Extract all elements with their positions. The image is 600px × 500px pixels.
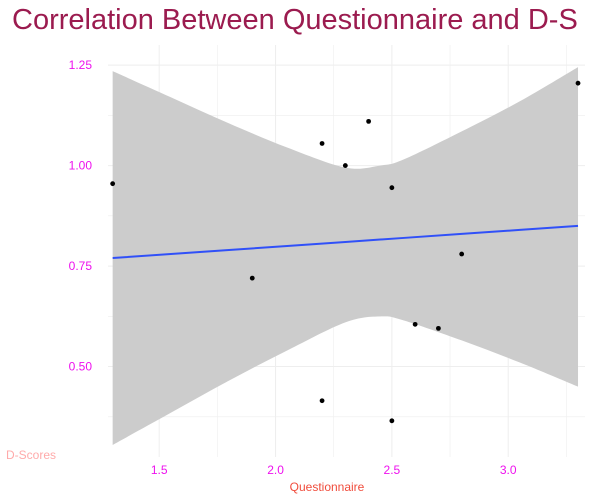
y-tick-label: 0.75: [69, 259, 93, 273]
data-point: [110, 181, 116, 187]
x-tick-label: 2.0: [267, 463, 284, 477]
x-tick-label: 2.5: [384, 463, 401, 477]
data-point: [319, 398, 325, 404]
fit-line: [112, 224, 579, 260]
confidence-ribbon: [112, 67, 579, 445]
data-point: [412, 321, 418, 327]
data-point: [342, 163, 348, 168]
x-tick-label: 3.0: [500, 463, 517, 477]
y-tick-label: 1.00: [69, 159, 93, 173]
y-tick-label: 0.50: [69, 360, 93, 374]
data-point: [575, 80, 581, 86]
data-point: [436, 325, 441, 331]
data-point: [389, 418, 395, 424]
data-point: [389, 185, 395, 191]
y-tick-label: 1.25: [69, 58, 93, 72]
data-point: [319, 141, 325, 146]
y-axis-label: D-Scores: [6, 448, 57, 462]
x-axis-ticks: 1.5 2.0 2.5 3.0: [151, 463, 517, 477]
data-point: [249, 275, 255, 281]
y-axis-ticks: 0.50 0.75 1.00 1.25: [69, 58, 93, 373]
data-points: [110, 80, 581, 424]
x-tick-label: 1.5: [151, 463, 168, 477]
data-point: [366, 118, 372, 124]
data-point: [459, 251, 465, 257]
chart-title: Correlation Between Questionnaire and D-…: [12, 4, 578, 36]
x-axis-label: Questionnaire: [289, 480, 365, 494]
